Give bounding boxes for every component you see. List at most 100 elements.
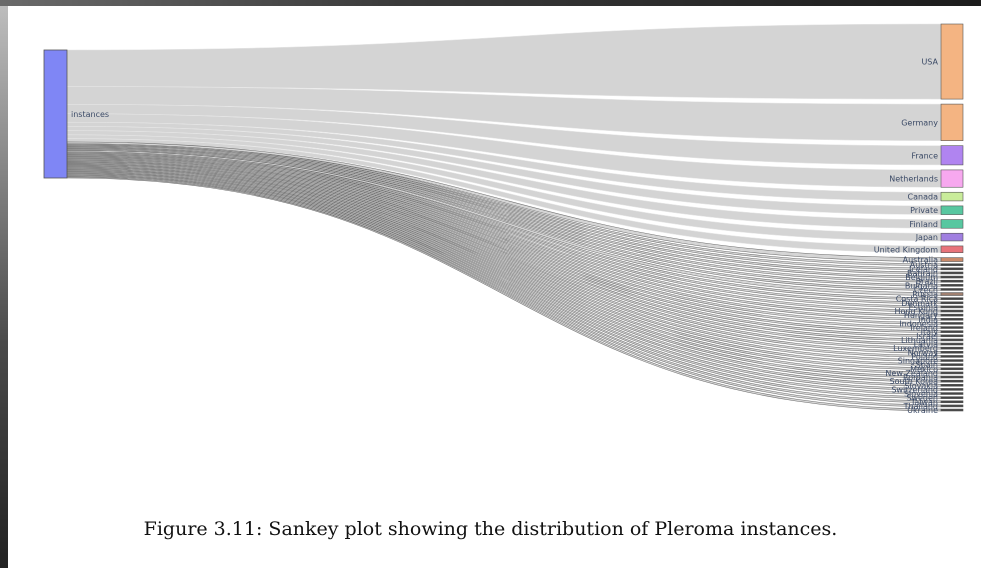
node-israel [940, 334, 964, 338]
label-ukraine: Ukraine [907, 406, 938, 415]
label-australia: Australia [903, 256, 938, 265]
label-czech: Czech [914, 285, 938, 294]
node-hungary [940, 313, 964, 317]
label-hong-kong: Hong Kong [895, 307, 939, 316]
sankey-labels: USA Germany France Netherlands Canada Private… [71, 58, 939, 415]
label-india: India [918, 315, 938, 324]
label-austria: Austria [910, 261, 938, 270]
node-belgium [940, 275, 964, 279]
node-sweden [940, 396, 964, 399]
node-france [940, 145, 964, 166]
label-finland: Finland [909, 220, 938, 229]
label-thailand: Thailand [903, 402, 938, 411]
link-germany [66, 86, 942, 141]
node-brazil [940, 279, 964, 283]
node-india [940, 318, 964, 321]
label-bulgaria: Bulgaria [905, 281, 938, 290]
label-denmark: Denmark [901, 299, 938, 308]
node-estonia [940, 305, 964, 309]
figure-caption: Figure 3.11: Sankey plot showing the dis… [143, 518, 838, 540]
label-spain: Spain [916, 361, 938, 370]
node-italy [940, 330, 964, 333]
link-new-zealand [66, 168, 942, 375]
node-denmark [940, 301, 964, 305]
node-costa-rica [940, 297, 964, 300]
label-south-korea: South Korea [890, 377, 939, 386]
node-taiwan [940, 400, 964, 404]
node-bulgaria [940, 284, 964, 287]
node-usa [940, 23, 964, 100]
node-indonesia [940, 322, 964, 325]
label-norway: Norway [908, 348, 939, 357]
label-instances: instances [71, 110, 109, 119]
label-canada: Canada [908, 193, 939, 202]
node-japan [940, 232, 964, 242]
node-united-kingdom [940, 245, 964, 253]
label-mexico: Mexico [910, 365, 938, 374]
node-ireland [940, 326, 964, 329]
node-norway [940, 351, 964, 354]
label-usa: USA [921, 58, 938, 67]
node-new-zealand [940, 371, 964, 375]
node-russia [940, 292, 964, 296]
label-poland: Poland [911, 352, 938, 361]
node-luxemberg [940, 346, 964, 350]
node-germany [940, 103, 964, 141]
label-israel: Israel [916, 332, 938, 341]
node-private [940, 205, 964, 215]
node-hong-kong [940, 309, 964, 313]
label-sweden: Sweden [906, 394, 938, 403]
node-canada [940, 191, 964, 202]
node-slovakia [940, 384, 964, 387]
label-netherlands: Netherlands [889, 175, 938, 184]
link-denmark [66, 152, 942, 305]
label-france: France [911, 151, 938, 160]
label-romania: Romania [903, 373, 938, 382]
node-latvia [940, 342, 964, 346]
label-slovenia: Slovenia [904, 390, 938, 399]
label-switzerland: Switzerland [891, 385, 938, 394]
label-slovakia: Slovakia [904, 381, 938, 390]
node-instances [43, 49, 68, 179]
label-estonia: Estonia [909, 303, 939, 312]
label-costa-rica: Costa Rica [896, 295, 938, 304]
node-ukraine [940, 408, 964, 412]
sankey-nodes [43, 23, 964, 412]
label-hungary: Hungary [904, 311, 938, 320]
label-japan: Japan [915, 233, 938, 242]
label-germany: Germany [901, 118, 938, 127]
label-singapore: Singapore [898, 357, 938, 366]
node-poland [940, 355, 964, 358]
label-new-zealand: New Zealand [885, 369, 938, 378]
label-taiwan: Taiwan [910, 398, 938, 407]
label-iceland: Iceland [909, 265, 938, 274]
node-austria [940, 263, 964, 266]
node-switzerland [940, 388, 964, 391]
label-indonesia: Indonesia [899, 319, 938, 328]
node-mexico [940, 367, 964, 371]
window-edge [0, 6, 8, 568]
label-lithuania: Lithuania [901, 336, 938, 345]
label-luxemberg: Luxemberg [893, 344, 938, 353]
node-netherlands [940, 169, 964, 188]
label-brazil: Brazil [916, 277, 938, 286]
sankey-links [66, 23, 942, 412]
node-czech [940, 288, 964, 291]
node-lithuania [940, 338, 964, 342]
label-bahrain: Bahrain [907, 269, 938, 278]
node-australia [940, 257, 964, 262]
node-iceland [940, 267, 964, 271]
label-russia: Russia [912, 290, 938, 299]
node-thailand [940, 404, 964, 408]
node-slovenia [940, 392, 964, 395]
node-bahrain [940, 271, 964, 275]
label-latvia: Latvia [914, 340, 938, 349]
node-spain [940, 363, 964, 366]
label-italy: Italy [921, 328, 939, 337]
label-united-kingdom: United Kingdom [874, 245, 938, 254]
label-private: Private [910, 206, 938, 215]
node-finland [940, 219, 964, 229]
node-romania [940, 375, 964, 379]
label-ireland: Ireland [910, 324, 938, 333]
sankey-chart: USA Germany France Netherlands Canada Private… [43, 23, 964, 415]
